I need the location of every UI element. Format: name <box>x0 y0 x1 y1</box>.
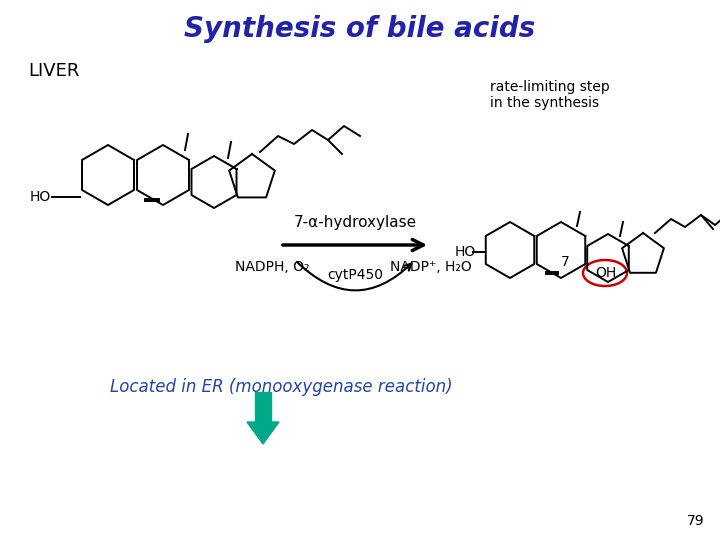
Text: 7-α-hydroxylase: 7-α-hydroxylase <box>294 215 417 230</box>
Text: Located in ER (monooxygenase reaction): Located in ER (monooxygenase reaction) <box>110 378 453 396</box>
Text: OH: OH <box>595 266 616 280</box>
Polygon shape <box>255 392 271 422</box>
Text: 7: 7 <box>561 255 570 269</box>
Text: 79: 79 <box>688 514 705 528</box>
Text: NADPH, O₂: NADPH, O₂ <box>235 260 310 274</box>
Text: HO: HO <box>30 190 51 204</box>
Text: HO: HO <box>455 245 476 259</box>
Polygon shape <box>247 422 279 444</box>
Text: Synthesis of bile acids: Synthesis of bile acids <box>184 15 536 43</box>
Text: LIVER: LIVER <box>28 62 79 80</box>
Text: cytP450: cytP450 <box>327 268 383 282</box>
Text: rate-limiting step
in the synthesis: rate-limiting step in the synthesis <box>490 80 610 110</box>
Text: NADP⁺, H₂O: NADP⁺, H₂O <box>390 260 472 274</box>
